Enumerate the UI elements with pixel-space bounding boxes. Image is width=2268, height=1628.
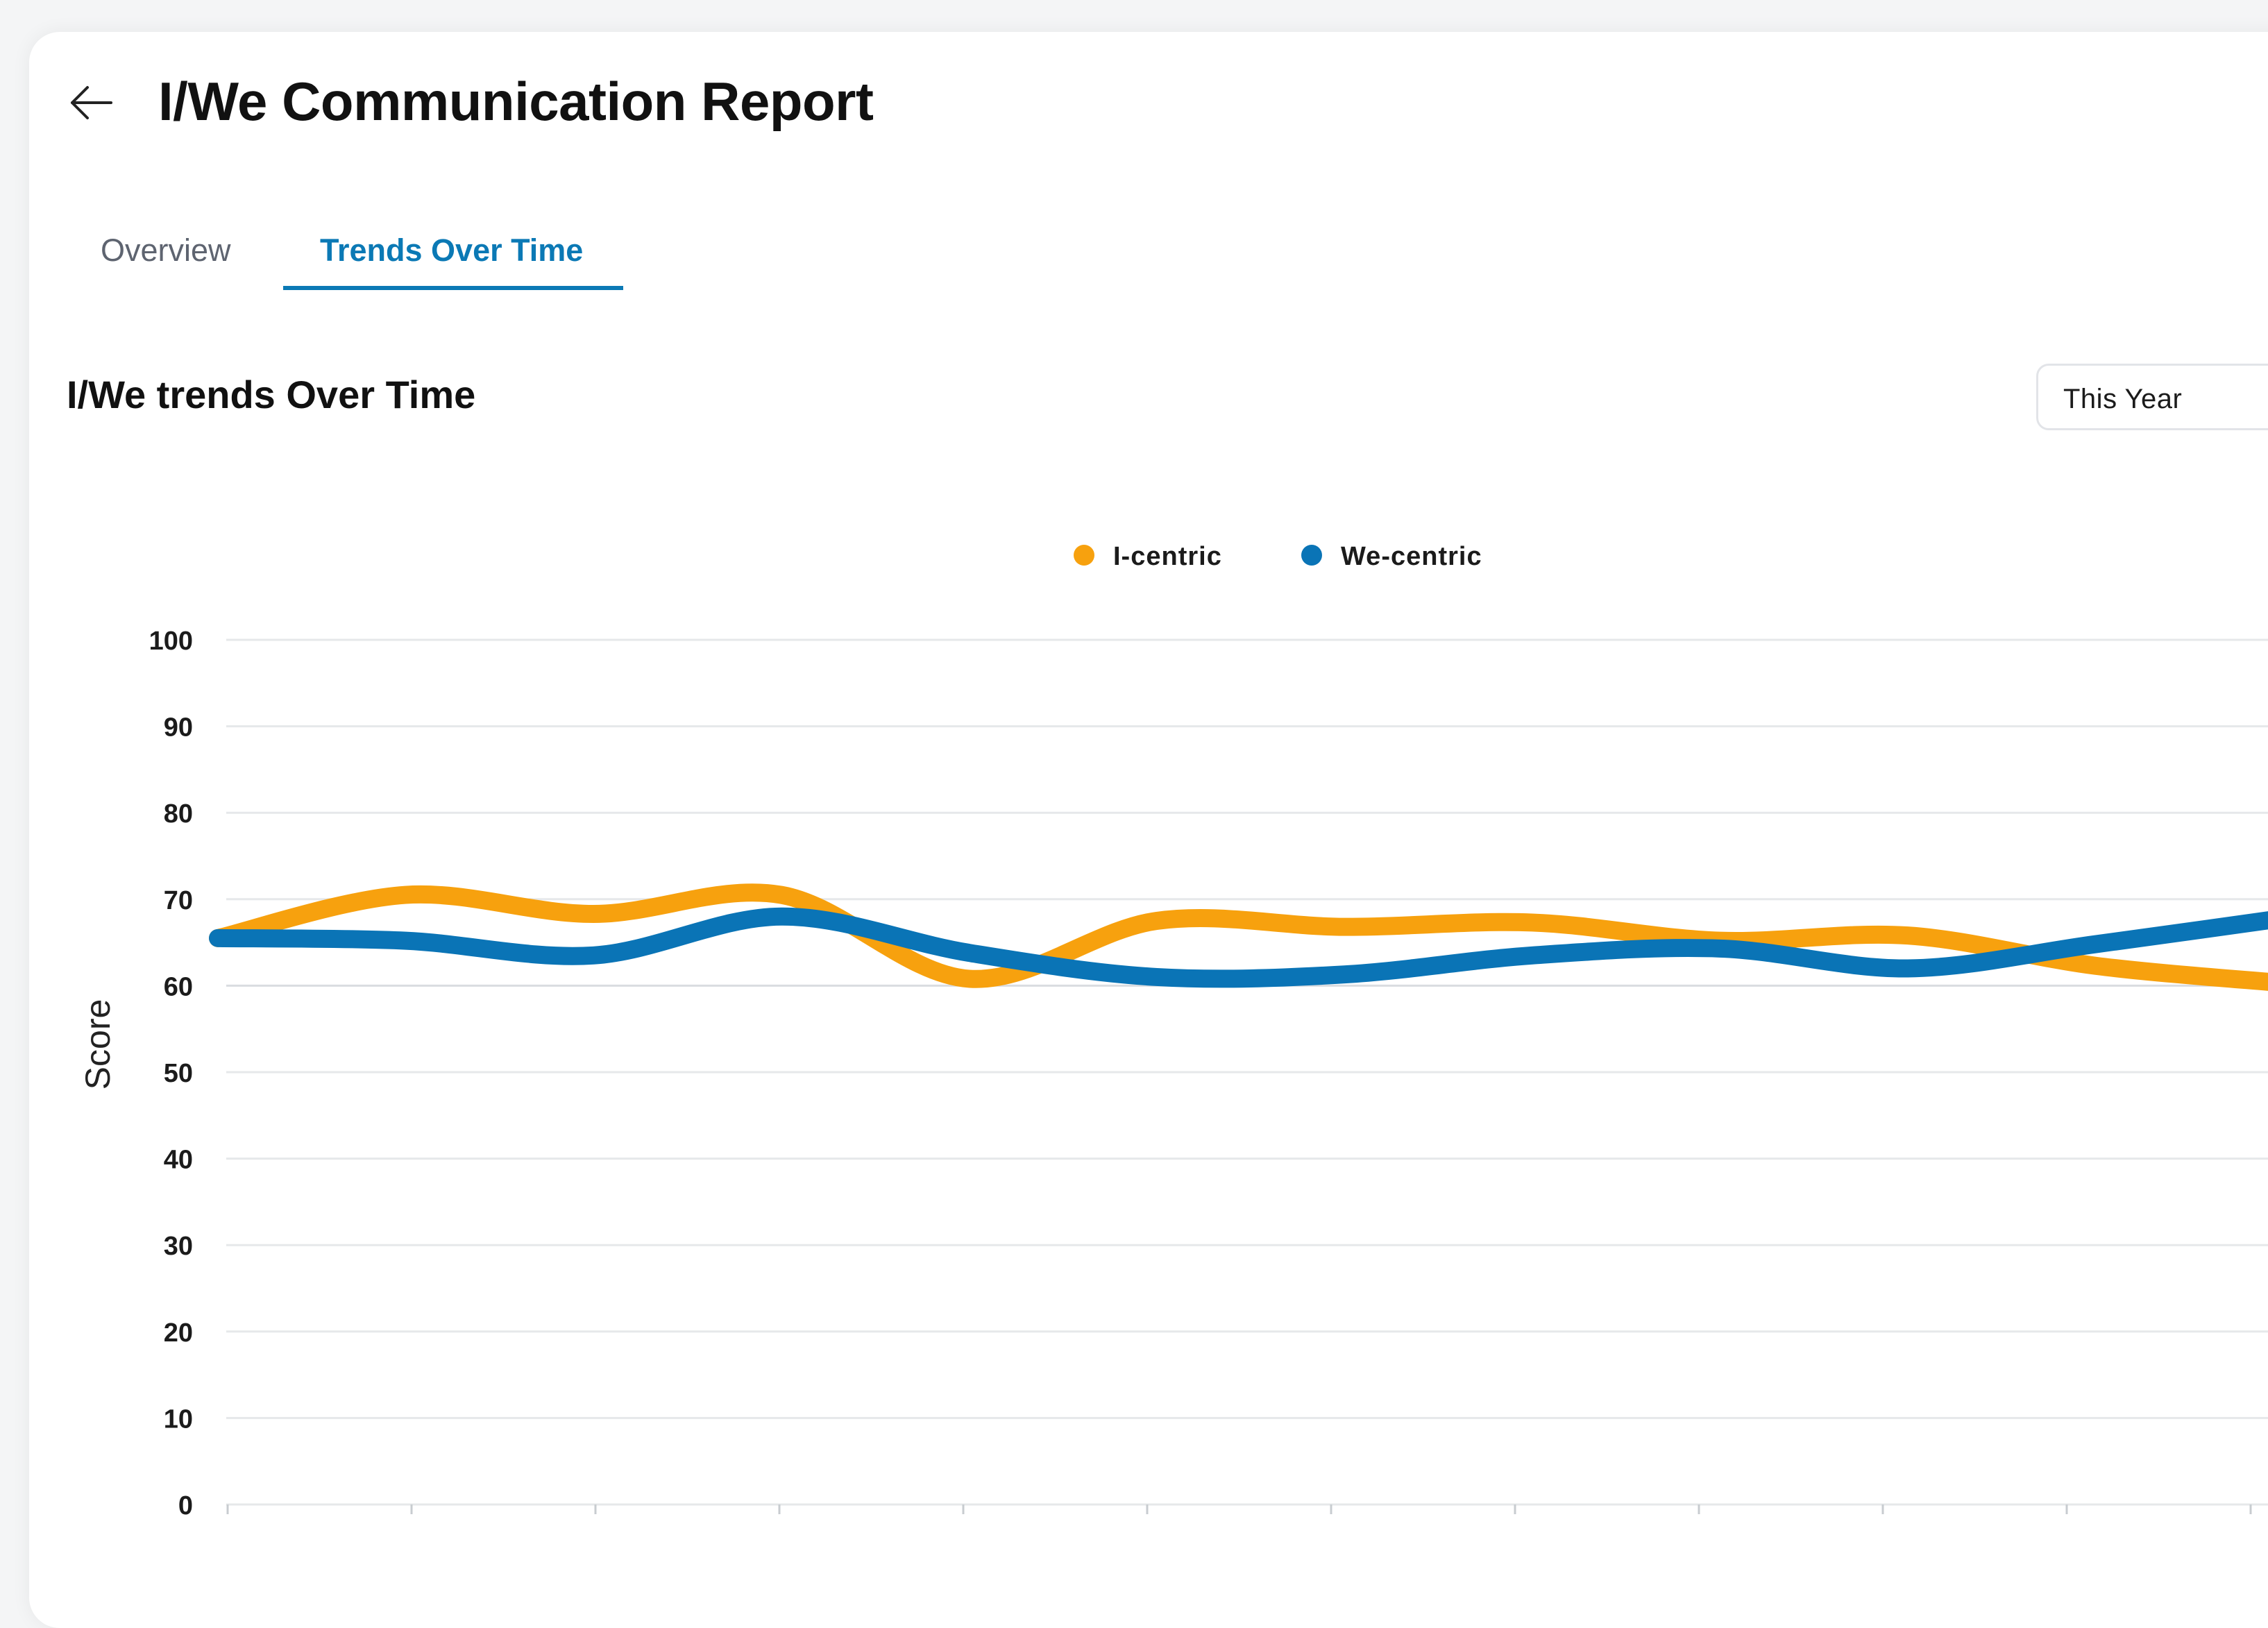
report-card <box>29 32 2268 1628</box>
y-tick-label-20: 20 <box>164 1318 193 1348</box>
y-tick-label-70: 70 <box>164 886 193 915</box>
legend-label-i-centric: I-centric <box>1113 542 1222 571</box>
x-axis-ticks <box>226 1504 2252 1514</box>
y-tick-label-10: 10 <box>164 1405 193 1434</box>
active-tab-indicator <box>283 286 623 290</box>
y-tick-label-80: 80 <box>164 799 193 829</box>
tab-trends-over-time[interactable]: Trends Over Time <box>320 232 584 268</box>
legend-label-we-centric: We-centric <box>1341 542 1482 571</box>
tab-overview[interactable]: Overview <box>101 232 231 268</box>
page-title: I/We Communication Report <box>158 71 874 132</box>
y-tick-label-60: 60 <box>164 972 193 1001</box>
y-tick-label-0: 0 <box>178 1491 193 1518</box>
y-tick-label-90: 90 <box>164 713 193 743</box>
chart-series <box>209 883 2268 991</box>
section-title: I/We trends Over Time <box>67 373 476 416</box>
series-line-we-centric <box>209 907 2268 988</box>
legend-swatch-i-centric <box>1074 545 1094 566</box>
series-line-i-centric <box>209 883 2268 991</box>
chart-grid <box>226 638 2268 1506</box>
y-tick-label-30: 30 <box>164 1232 193 1261</box>
period-select[interactable]: This Year <box>2036 364 2268 430</box>
chart-legend: I-centric We-centric <box>1074 542 1482 571</box>
arrow-left-icon <box>71 86 112 119</box>
y-tick-label-50: 50 <box>164 1059 193 1088</box>
y-axis-label: Score <box>78 999 117 1090</box>
back-button[interactable] <box>68 82 117 124</box>
y-tick-label-40: 40 <box>164 1146 193 1175</box>
legend-swatch-we-centric <box>1301 545 1322 566</box>
period-select-value: This Year <box>2063 384 2183 414</box>
y-tick-label-100: 100 <box>149 627 193 656</box>
